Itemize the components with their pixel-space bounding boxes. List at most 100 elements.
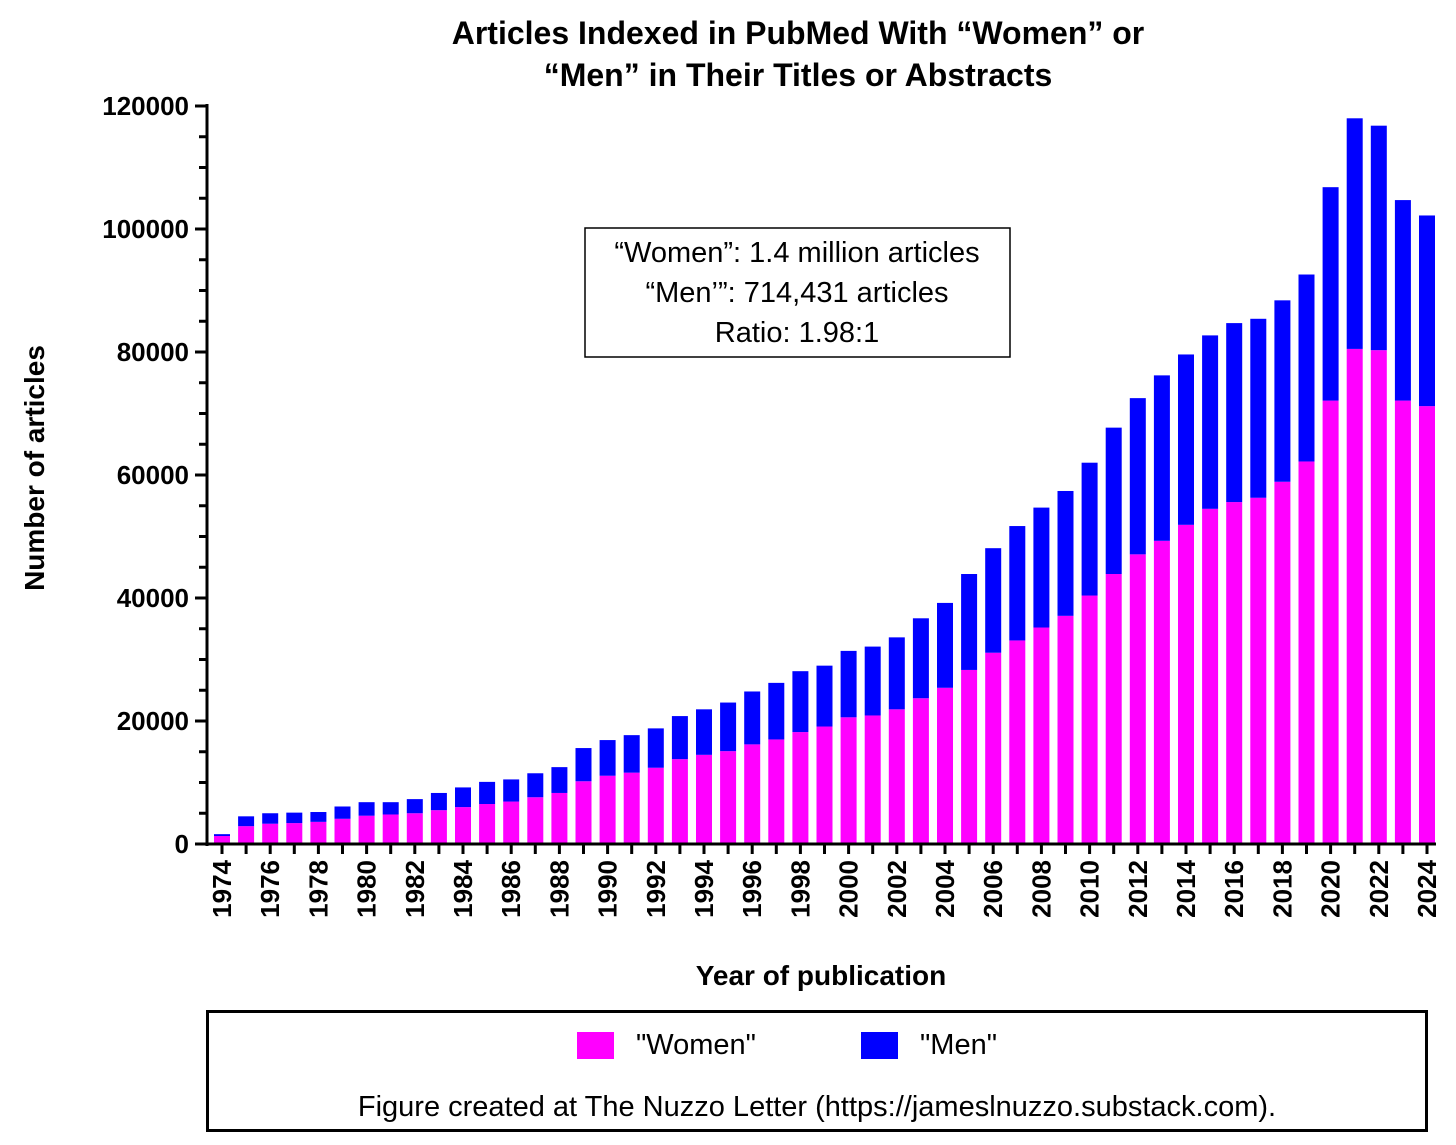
bar-men-2022 (1370, 125, 1387, 351)
bar-men-1998 (792, 671, 809, 733)
bar-women-1999 (816, 726, 833, 844)
bar-men-2001 (864, 646, 881, 716)
bar-chart: Articles Indexed in PubMed With “Women” … (19, 15, 1442, 991)
bar-women-2000 (840, 717, 857, 844)
bar-women-2024 (1419, 406, 1435, 844)
bar-men-1990 (599, 740, 616, 776)
bar-men-1987 (527, 773, 544, 798)
bar-women-1983 (430, 810, 447, 844)
y-tick-label: 20000 (117, 706, 189, 736)
bar-women-1990 (599, 775, 616, 844)
bar-women-1995 (720, 751, 737, 844)
legend-item-women: "Women" (577, 1027, 756, 1063)
bar-women-1987 (527, 797, 544, 844)
bar-men-1997 (768, 682, 785, 740)
bar-women-2004 (937, 687, 953, 844)
bar-women-1981 (382, 814, 399, 844)
x-tick-label: 2018 (1267, 860, 1297, 918)
bar-women-2010 (1081, 595, 1098, 844)
bar-women-2020 (1322, 400, 1339, 844)
bar-men-2014 (1178, 354, 1194, 525)
y-tick-label: 60000 (117, 460, 189, 490)
bar-men-1983 (430, 792, 447, 811)
bar-men-2017 (1250, 318, 1267, 498)
bar-men-2002 (888, 637, 905, 710)
bar-men-2006 (985, 548, 1002, 653)
bar-men-2000 (840, 650, 857, 718)
bar-men-2015 (1202, 335, 1219, 509)
bar-men-1981 (382, 802, 399, 815)
x-axis-title: Year of publication (696, 960, 946, 991)
y-tick-label: 100000 (102, 214, 189, 244)
bar-women-2011 (1105, 574, 1122, 844)
bar-men-1984 (455, 787, 471, 808)
legend-item-men: "Men" (861, 1027, 997, 1063)
bar-men-2013 (1153, 375, 1170, 541)
chart-title-line-1: Articles Indexed in PubMed With “Women” … (452, 15, 1145, 51)
bar-women-2006 (985, 652, 1002, 844)
x-tick-label: 1986 (496, 860, 526, 918)
bar-men-2021 (1346, 118, 1363, 349)
x-tick-label: 2024 (1412, 859, 1442, 917)
bar-men-2009 (1057, 490, 1074, 616)
chart-title-line-2: “Men” in Their Titles or Abstracts (544, 57, 1053, 93)
y-tick-label: 40000 (117, 583, 189, 613)
x-tick-label: 1988 (544, 860, 574, 918)
annotation-women: “Women”: 1.4 million articles (614, 237, 979, 269)
bar-men-1980 (358, 802, 375, 816)
bar-men-1992 (647, 728, 664, 768)
bar-men-1977 (286, 812, 303, 824)
bar-women-1988 (551, 792, 568, 844)
x-tick-label: 2006 (978, 860, 1008, 918)
bar-men-1976 (262, 813, 279, 824)
bar-women-2009 (1057, 615, 1074, 844)
x-tick-label: 1976 (255, 860, 285, 918)
x-tick-label: 2020 (1316, 860, 1346, 918)
x-tick-label: 1998 (785, 860, 815, 918)
bar-women-1980 (358, 815, 375, 844)
bar-women-1998 (792, 732, 809, 844)
legend-swatch-women (577, 1031, 614, 1059)
bar-men-1979 (334, 806, 351, 819)
x-tick-label: 2008 (1026, 860, 1056, 918)
x-tick-label: 2012 (1123, 860, 1153, 918)
bar-women-2018 (1274, 481, 1291, 844)
legend-box: "Women" "Men" Figure created at The Nuzz… (206, 1010, 1428, 1132)
bar-men-2004 (937, 602, 953, 688)
bar-women-1974 (214, 836, 230, 844)
bar-men-1974 (214, 834, 230, 837)
bar-men-2019 (1298, 274, 1315, 462)
legend-swatch-men (861, 1031, 898, 1059)
bar-women-1992 (647, 767, 664, 844)
legend-label-men: "Men" (920, 1028, 998, 1061)
y-tick-label: 120000 (102, 91, 189, 121)
bar-women-2019 (1298, 461, 1315, 844)
bar-men-2007 (1009, 526, 1026, 641)
bar-women-1986 (503, 801, 520, 844)
bar-women-1982 (406, 813, 423, 844)
x-tick-label: 2010 (1075, 860, 1105, 918)
bar-women-2002 (888, 709, 905, 844)
bar-men-2020 (1322, 187, 1339, 401)
bar-women-1979 (334, 818, 351, 844)
x-tick-label: 2002 (882, 860, 912, 918)
bar-men-2024 (1419, 215, 1435, 407)
annotation-box: “Women”: 1.4 million articles “Men’”: 71… (584, 227, 1011, 358)
x-tick-label: 1990 (593, 860, 623, 918)
bar-men-2005 (961, 574, 978, 670)
bar-men-1993 (671, 716, 688, 760)
bar-men-1996 (744, 691, 761, 745)
bar-women-2013 (1153, 540, 1170, 844)
y-tick-label: 0 (175, 829, 189, 859)
x-tick-label: 1978 (303, 860, 333, 918)
bars-group (214, 118, 1435, 844)
bar-women-1997 (768, 739, 785, 844)
legend-label-women: "Women" (636, 1028, 756, 1061)
annotation-ratio: Ratio: 1.98:1 (715, 317, 879, 349)
bar-women-1994 (696, 754, 712, 844)
x-tick-label: 1982 (400, 860, 430, 918)
bar-men-1991 (623, 735, 640, 773)
bar-women-1975 (238, 826, 255, 844)
x-tick-label: 2004 (930, 859, 960, 917)
y-tick-label: 80000 (117, 337, 189, 367)
